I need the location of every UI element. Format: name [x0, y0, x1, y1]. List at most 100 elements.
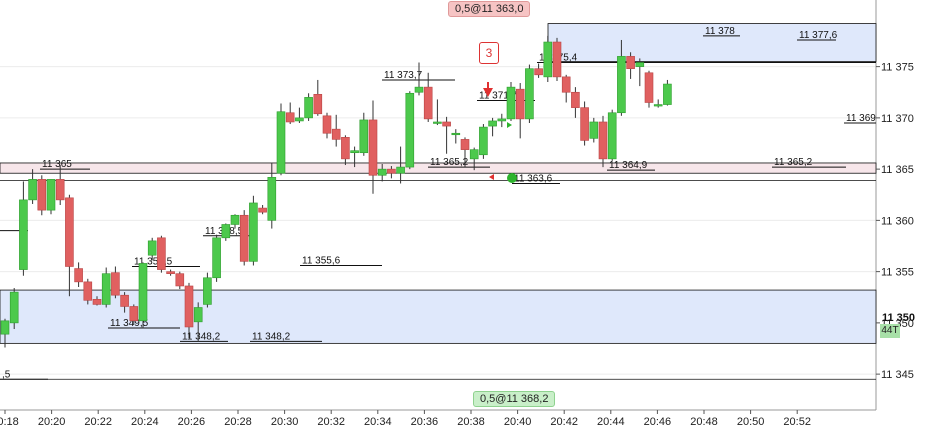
- candle-body: [451, 132, 461, 136]
- candle-body: [313, 94, 323, 115]
- size-tag: 44T: [880, 324, 900, 338]
- x-tick-label: 20:34: [364, 416, 392, 428]
- candle-body: [589, 121, 599, 139]
- y-tick-label: 11 360: [881, 215, 914, 227]
- x-tick-label: 20:40: [504, 416, 532, 428]
- candle-body: [295, 117, 304, 122]
- level-label: ,5: [2, 369, 11, 380]
- x-tick-label: 20:32: [317, 416, 345, 428]
- level-label: 11 355,6: [302, 255, 341, 266]
- trade-markers: [483, 82, 517, 183]
- resistance-zone: [547, 23, 877, 62]
- candles: [0, 35, 672, 348]
- candle-body: [617, 56, 626, 114]
- candle-body: [571, 91, 580, 108]
- candle-body: [368, 119, 378, 176]
- x-tick-label: 20:30: [271, 416, 299, 428]
- x-tick-label: 20:36: [411, 416, 439, 428]
- candle-body: [433, 121, 442, 124]
- level-label: 11 355,5: [134, 257, 173, 268]
- candle-body: [626, 56, 635, 69]
- candle-body: [212, 237, 221, 279]
- candle-body: [469, 149, 479, 160]
- order-count-badge[interactable]: 3: [479, 42, 499, 64]
- level-label: 11 377,6: [799, 30, 838, 41]
- level-label: 11 364,9: [609, 160, 648, 171]
- candle-body: [387, 168, 396, 174]
- fill-marker-icon: [507, 173, 517, 183]
- candle-body: [129, 306, 139, 322]
- y-tick-label: 11 355: [881, 267, 914, 279]
- candle-body: [147, 240, 157, 256]
- y-axis: 11 345 11 350 11 355 11 360 11 365 11 370 11 3…: [876, 62, 914, 381]
- candle-body: [120, 294, 129, 307]
- candle-body: [19, 199, 28, 270]
- candle-body: [580, 107, 589, 141]
- y-tick-label: 11 375: [881, 62, 914, 74]
- candle-body: [285, 112, 295, 123]
- candle-body: [359, 119, 369, 154]
- candle-body: [497, 118, 507, 122]
- candle-body: [258, 207, 267, 213]
- candle-body: [46, 179, 56, 211]
- candle-body: [663, 83, 672, 105]
- x-tick-label: 20:42: [550, 416, 578, 428]
- x-tick-label: 20:24: [131, 416, 159, 428]
- candle-body: [28, 179, 37, 201]
- pivot-zone: [0, 162, 877, 174]
- candle-body: [83, 281, 93, 301]
- x-tick-label: 20:52: [783, 416, 811, 428]
- candle-body: [249, 202, 258, 262]
- entry-marker-icon: [507, 122, 512, 128]
- buy-order-tag[interactable]: 0,5@11 368,2: [473, 391, 556, 407]
- candle-body: [157, 237, 166, 270]
- x-axis: 20:18 20:20 20:22 20:24 20:26 20:28 20:30 20:32…: [0, 410, 811, 428]
- candle-body: [653, 104, 663, 107]
- sell-arrow-icon: [483, 88, 493, 97]
- sell-order-tag[interactable]: 0,5@11 363,0: [448, 1, 531, 17]
- candle-body: [396, 166, 405, 174]
- candle-body: [55, 179, 65, 201]
- y-tick-label: 11 365: [881, 164, 914, 176]
- candle-body: [377, 168, 387, 176]
- candle-body: [414, 86, 424, 93]
- candle-body: [166, 271, 175, 274]
- candle-body: [525, 68, 534, 120]
- candle-body: [0, 320, 10, 335]
- candle-body: [74, 268, 83, 283]
- candle-body: [9, 291, 19, 324]
- candle-body: [552, 41, 562, 78]
- x-tick-label: 20:48: [690, 416, 718, 428]
- candle-body: [92, 298, 102, 305]
- level-label: 11 371,7: [479, 90, 518, 101]
- candle-body: [442, 121, 451, 127]
- candle-body: [65, 197, 74, 267]
- last-price-label: 11 350: [882, 312, 916, 324]
- x-tick-label: 20:26: [178, 416, 206, 428]
- x-tick-label: 20:28: [224, 416, 252, 428]
- candle-body: [193, 307, 203, 323]
- exit-marker-icon: [489, 174, 494, 180]
- x-tick-label: 20:46: [644, 416, 672, 428]
- level-label: 11 365,2: [430, 157, 469, 168]
- candle-body: [184, 285, 194, 328]
- x-tick-label: 20:22: [84, 416, 112, 428]
- candle-body: [101, 273, 111, 305]
- level-label: 11 365,2: [774, 157, 813, 168]
- candle-body: [515, 88, 525, 120]
- candle-body: [350, 150, 359, 154]
- candle-body: [203, 277, 212, 305]
- candle-body: [322, 115, 332, 134]
- candle-body: [460, 139, 470, 150]
- level-label: 11 365: [42, 159, 72, 170]
- y-tick-label: 11 345: [881, 369, 914, 381]
- candle-body: [175, 273, 185, 287]
- level-label: 11 348,2: [252, 331, 291, 342]
- candle-body: [331, 128, 341, 140]
- level-label: 11 369: [846, 113, 876, 124]
- level-label: 11 378: [705, 26, 735, 37]
- candle-body: [37, 179, 47, 211]
- y-tick-label: 11 370: [881, 113, 914, 125]
- candle-body: [341, 137, 350, 160]
